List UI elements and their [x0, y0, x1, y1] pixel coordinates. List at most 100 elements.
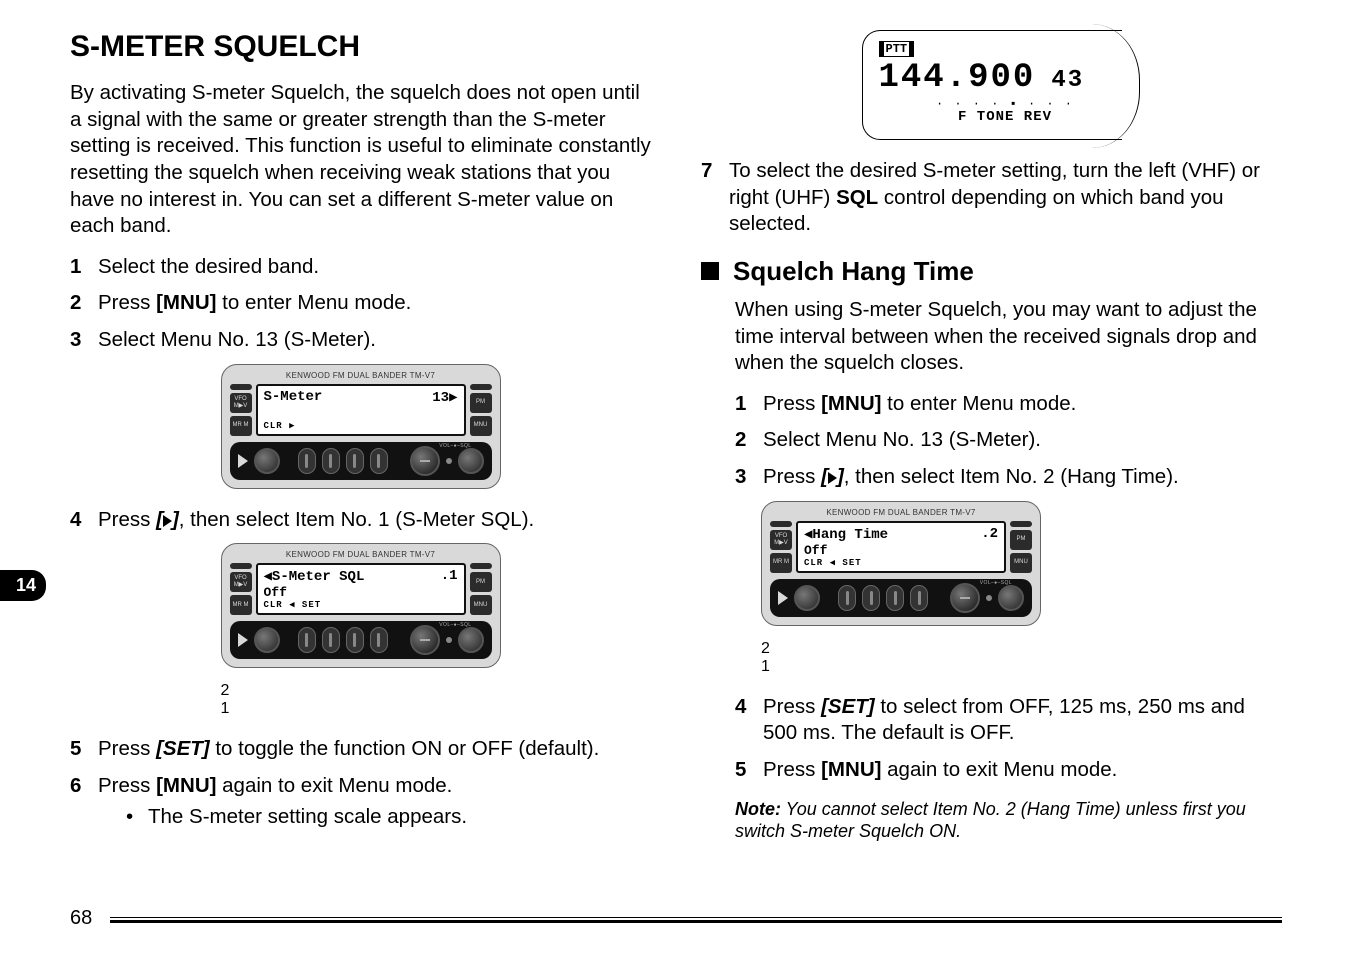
mnu-key: [MNU] [821, 758, 881, 781]
step-text: Press [MNU] again to exit Menu mode. [763, 757, 1282, 784]
tuning-knob [410, 625, 440, 655]
dot [446, 637, 452, 643]
step-num: 4 [735, 694, 763, 721]
t: Press [763, 465, 821, 488]
section-title: S-METER SQUELCH [70, 30, 651, 64]
ptt-label: PTT [884, 42, 910, 56]
mnu-btn: MNU [470, 416, 492, 436]
slot [470, 384, 492, 390]
lcd-line1-right: 13▶ [432, 389, 457, 406]
sub-steps-cont: 4 Press [SET] to select from OFF, 125 ms… [735, 694, 1282, 784]
callout-num: 2 [761, 640, 770, 657]
step-text: Select the desired band. [98, 254, 651, 281]
t: Press [98, 291, 156, 314]
pill-btn [910, 585, 928, 611]
step-text: Press [], then select Item No. 1 (S-Mete… [98, 507, 651, 534]
right-arrow-icon [163, 515, 172, 527]
device-bottom-controls: VOL–●–SQL [230, 442, 492, 480]
lcd-bottom: CLR ◀ SET [804, 558, 862, 568]
pm-btn: PM [470, 393, 492, 413]
pill-btn [298, 627, 316, 653]
right-side-buttons: PM MNU [470, 563, 492, 615]
t: , then select Item No. 1 (S-Meter SQL). [179, 508, 534, 531]
callout-1-icon: 1 [761, 658, 1041, 676]
pm-btn: PM [470, 572, 492, 592]
callout-num: 1 [221, 700, 230, 717]
dot [446, 458, 452, 464]
lcd-detail-illustration: PTT 144.90043 · · · · ▪ · · · F TONE REV [862, 30, 1122, 140]
ptt-indicator: PTT [879, 41, 915, 57]
set-key: [SET] [821, 695, 875, 718]
dot [986, 595, 992, 601]
t: again to exit Menu mode. [216, 774, 452, 797]
mr-btn: MR M [770, 553, 792, 573]
left-side-buttons: VFO M▶V MR M [770, 521, 792, 573]
pill-btn [886, 585, 904, 611]
lcd-line1-left: ◀S-Meter SQL [264, 568, 365, 585]
note-label: Note: [735, 799, 781, 819]
sql-tiny-label: VOL–●–SQL [980, 580, 1012, 586]
sql-tiny-label: VOL–●–SQL [439, 622, 471, 628]
device-bottom-controls: VOL–●–SQL [770, 579, 1032, 617]
knob [254, 448, 280, 474]
t: to toggle the function ON or OFF (defaul… [210, 737, 600, 760]
lcd-bottom-labels: F TONE REV [899, 109, 1112, 125]
t: ] [172, 508, 179, 531]
tri-icon [238, 454, 248, 468]
vfo-btn: VFO M▶V [230, 572, 252, 592]
mnu-key: [MNU] [156, 291, 216, 314]
t: , then select Item No. 2 (Hang Time). [844, 465, 1179, 488]
pill-btn [838, 585, 856, 611]
step-text: Press [MNU] to enter Menu mode. [763, 391, 1282, 418]
tuning-knob [950, 583, 980, 613]
step-text: Press [SET] to toggle the function ON or… [98, 736, 651, 763]
lcd-line2: Off [264, 585, 458, 600]
callout-2-icon: 2 [221, 682, 501, 700]
knob [458, 448, 484, 474]
callout-num: 1 [761, 658, 770, 675]
left-side-buttons: VFO M▶V MR M [230, 563, 252, 615]
slot [230, 563, 252, 569]
step-text: Press [MNU] again to exit Menu mode. The… [98, 773, 651, 830]
step-text: Press [SET] to select from OFF, 125 ms, … [763, 694, 1282, 747]
step-num: 2 [735, 427, 763, 454]
step-text: To select the desired S-meter setting, t… [729, 158, 1282, 238]
mr-btn: MR M [230, 416, 252, 436]
t: to enter Menu mode. [881, 392, 1076, 415]
step-text: Press [], then select Item No. 2 (Hang T… [763, 464, 1282, 491]
pill-btn [862, 585, 880, 611]
sub-intro: When using S-meter Squelch, you may want… [735, 297, 1282, 377]
pill-btn [370, 448, 388, 474]
left-steps-cont: 4 Press [], then select Item No. 1 (S-Me… [70, 507, 651, 534]
lcd: ◀Hang Time.2 Off CLR ◀ SET [796, 521, 1006, 573]
t: Press [763, 392, 821, 415]
lcd-line1-left: S-Meter [264, 389, 323, 406]
step-num: 7 [701, 158, 729, 185]
lcd-curve [1092, 24, 1140, 148]
left-column: S-METER SQUELCH By activating S-meter Sq… [70, 30, 651, 861]
sub-heading-row: Squelch Hang Time [701, 256, 1282, 287]
step-num: 5 [735, 757, 763, 784]
step-num: 6 [70, 773, 98, 800]
sub-heading: Squelch Hang Time [733, 256, 974, 287]
tri-icon [778, 591, 788, 605]
right-steps: 7 To select the desired S-meter setting,… [701, 158, 1282, 238]
device-illustration-1: KENWOOD FM DUAL BANDER TM-V7 VFO M▶V MR … [221, 364, 501, 489]
mnu-key: [MNU] [156, 774, 216, 797]
mr-btn: MR M [230, 595, 252, 615]
lcd-bottom: CLR ▶ [264, 421, 296, 431]
right-column: PTT 144.90043 · · · · ▪ · · · F TONE REV… [701, 30, 1282, 861]
knob [458, 627, 484, 653]
lcd-line1-right: .2 [981, 526, 998, 543]
tri-icon [238, 633, 248, 647]
device-bottom-controls: VOL–●–SQL [230, 621, 492, 659]
lcd-line1-right: .1 [441, 568, 458, 585]
lcd-line1-left: ◀Hang Time [804, 526, 888, 543]
lcd-bottom: CLR ◀ SET [264, 600, 322, 610]
knob [998, 585, 1024, 611]
freq-main: 144.900 [879, 59, 1036, 97]
slot [1010, 521, 1032, 527]
square-bullet-icon [701, 262, 719, 280]
pill-btn [298, 448, 316, 474]
t: Press [763, 758, 821, 781]
